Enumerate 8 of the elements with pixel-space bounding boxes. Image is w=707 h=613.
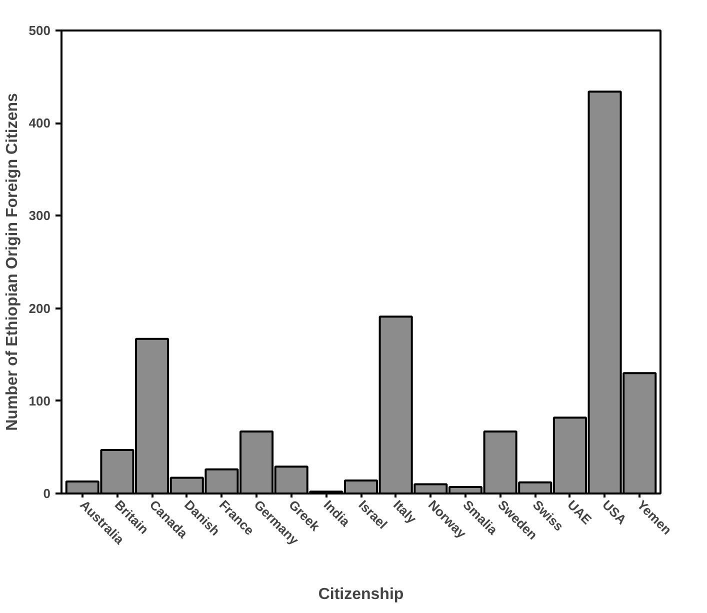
y-axis-title: Number of Ethiopian Origin Foreign Citizens [4, 93, 21, 431]
y-tick-label: 200 [28, 300, 51, 316]
y-tick-label: 100 [28, 393, 51, 408]
y-tick-label: 500 [28, 23, 51, 38]
y-tick-label: 400 [28, 116, 51, 131]
y-tick-label: 300 [28, 208, 51, 224]
y-tick-label: 0 [43, 486, 51, 501]
x-axis-title: Citizenship [318, 586, 404, 603]
